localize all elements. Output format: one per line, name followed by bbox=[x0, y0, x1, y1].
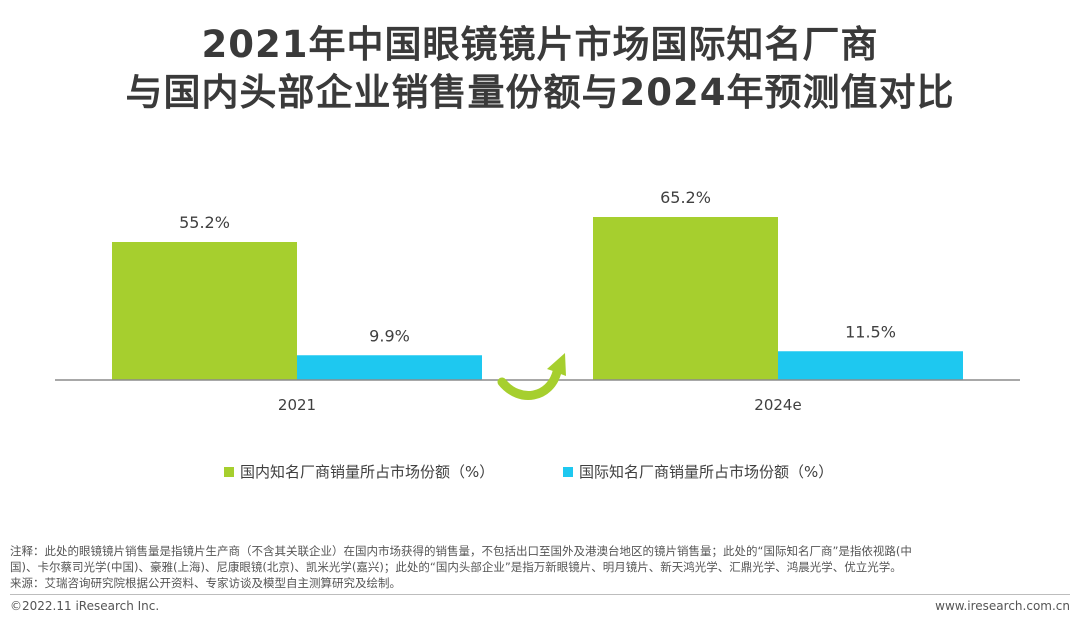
legend-item-domestic: 国内知名厂商销量所占市场份额（%） bbox=[224, 461, 494, 482]
bar-chart: 55.2% 9.9% 2021 65.2% 11.5% 2024e bbox=[55, 188, 1020, 414]
data-label-2024e-series-1: 11.5% bbox=[845, 322, 896, 341]
bar-2024e-series-0 bbox=[593, 217, 778, 380]
bar-2021-series-1 bbox=[297, 355, 482, 380]
legend-item-international: 国际知名厂商销量所占市场份额（%） bbox=[563, 461, 833, 482]
note-line-2: 国)、卡尔蔡司光学(中国)、豪雅(上海)、尼康眼镜(北京)、凯米光学(嘉兴)；此… bbox=[10, 560, 902, 574]
footer-copyright: ©2022.11 iResearch Inc. bbox=[10, 599, 160, 613]
chart-title-line-2: 与国内头部企业销售量份额与2024年预测值对比 bbox=[125, 71, 955, 114]
footer-divider bbox=[10, 594, 1070, 595]
data-label-2024e-series-0: 65.2% bbox=[660, 188, 711, 207]
legend-label-international: 国际知名厂商销量所占市场份额（%） bbox=[579, 463, 834, 481]
note-line-1: 注释：此处的眼镜镜片销售量是指镜片生产商（不含其关联企业）在国内市场获得的销售量… bbox=[10, 544, 912, 558]
data-label-2021-series-1: 9.9% bbox=[369, 326, 410, 345]
legend-swatch-international bbox=[563, 466, 573, 477]
footer-website: www.iresearch.com.cn bbox=[935, 599, 1070, 613]
bar-2024e-series-1 bbox=[778, 351, 963, 380]
chart-title-line-1: 2021年中国眼镜镜片市场国际知名厂商 bbox=[201, 23, 879, 66]
source-line: 来源：艾瑞咨询研究院根据公开资料、专家访谈及模型自主测算研究及绘制。 bbox=[10, 576, 401, 590]
bar-2021-series-0 bbox=[112, 242, 297, 380]
x-tick-label-2024e: 2024e bbox=[754, 396, 801, 414]
legend-swatch-domestic bbox=[224, 466, 234, 477]
legend-label-domestic: 国内知名厂商销量所占市场份额（%） bbox=[240, 463, 495, 481]
data-label-2021-series-0: 55.2% bbox=[179, 213, 230, 232]
x-tick-label-2021: 2021 bbox=[278, 396, 316, 414]
growth-arrow-shaft bbox=[497, 367, 562, 400]
